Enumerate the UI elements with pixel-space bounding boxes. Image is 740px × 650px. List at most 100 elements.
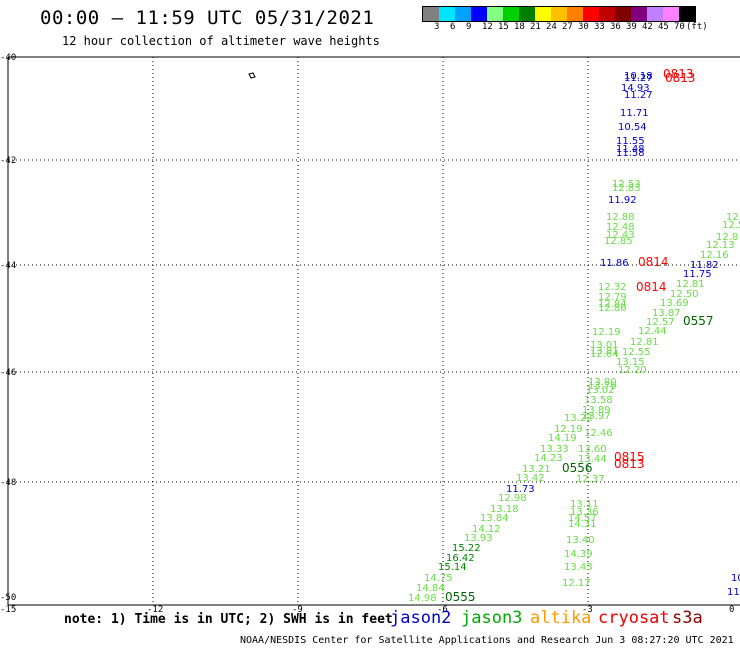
legend-swatch (487, 7, 503, 21)
swh-value: 12.13 (706, 240, 735, 251)
swh-value: 14.31 (568, 519, 597, 530)
swh-value: 11.27 (624, 90, 653, 101)
swh-value: 13.11 (570, 499, 599, 510)
latitude-label: -46 (0, 368, 16, 378)
pass-time-label: 0555 (445, 590, 476, 604)
longitude-label: -9 (292, 605, 303, 615)
swh-value: 12.53 (612, 179, 641, 190)
longitude-label: -3 (582, 605, 593, 615)
swh-value: 12.8 (716, 232, 738, 243)
pass-time-label: 0814 (636, 280, 667, 294)
swh-value: 14.39 (564, 549, 593, 560)
swh-value: 12.81 (630, 337, 659, 348)
swh-value: 10.54 (618, 122, 647, 133)
swh-value: 11.58 (616, 148, 645, 159)
swh-value: 11.92 (608, 195, 637, 206)
island-outline (248, 72, 256, 79)
swh-value: 13.93 (464, 533, 493, 544)
swh-value: 12.20 (618, 365, 647, 376)
swh-value: 13.21 (522, 464, 551, 475)
latitude-label: -42 (0, 156, 16, 166)
swh-value: 13.80 (588, 377, 617, 388)
swh-value: 12.50 (670, 289, 699, 300)
swh-value: 14.93 (621, 83, 650, 94)
legend-label: 42 (642, 22, 653, 32)
swh-value: 12.16 (700, 250, 729, 261)
swh-value: 13.87 (652, 308, 681, 319)
legend-swatch (663, 7, 679, 21)
legend-swatch (567, 7, 583, 21)
swh-value: 13.44 (578, 454, 607, 465)
legend-label: 9 (466, 22, 472, 32)
swh-value: 12.86 (598, 303, 627, 314)
swh-value: 11.55 (616, 136, 645, 147)
legend-label: (ft) (686, 22, 708, 32)
swh-value: 12.85 (604, 236, 633, 247)
pass-time-label: 0814 (638, 255, 669, 269)
latitude-label: -50 (0, 593, 16, 603)
swh-value: 12.32 (598, 282, 627, 293)
color-legend (422, 6, 696, 22)
longitude-label: -6 (437, 605, 448, 615)
longitude-label: 0 (729, 605, 734, 615)
swh-value: 13.01 (590, 340, 619, 351)
swh-value: 11.71 (620, 108, 649, 119)
map-title: 00:00 – 11:59 UTC 05/31/2021 (40, 7, 375, 29)
legend-label: 36 (610, 22, 621, 32)
swh-value: 13.89 (582, 405, 611, 416)
swh-value: 12.79 (598, 292, 627, 303)
swh-value: 12.64 (590, 349, 619, 360)
satellite-cryosat: cryosat (598, 608, 670, 628)
swh-value: 12.88 (606, 212, 635, 223)
swh-value: 14.57 (568, 513, 597, 524)
credit-line: NOAA/NESDIS Center for Satellite Applica… (240, 635, 734, 646)
legend-swatch (519, 7, 535, 21)
swh-value: 13.22 (564, 413, 593, 424)
legend-swatch (471, 7, 487, 21)
latitude-label: -48 (0, 478, 16, 488)
legend-label: 30 (578, 22, 589, 32)
swh-value: 12.55 (622, 347, 651, 358)
swh-value: 10 (731, 573, 740, 584)
legend-label: 45 (658, 22, 669, 32)
swh-value: 13.40 (566, 535, 595, 546)
longitude-label: -12 (147, 605, 163, 615)
swh-value: 13.18 (490, 504, 519, 515)
legend-swatch (615, 7, 631, 21)
legend-label: 39 (626, 22, 637, 32)
legend-swatch (503, 7, 519, 21)
swh-value: 12.1 (726, 212, 740, 223)
map-subtitle: 12 hour collection of altimeter wave hei… (62, 34, 380, 48)
legend-swatch (599, 7, 615, 21)
swh-value: 13.58 (584, 395, 613, 406)
swh-value: 13.33 (540, 444, 569, 455)
swh-value: 12.5 (722, 220, 740, 231)
legend-label: 6 (450, 22, 456, 32)
latitude-label: -44 (0, 261, 16, 271)
legend-label: 3 (434, 22, 440, 32)
swh-value: 12.83 (612, 183, 641, 194)
swh-value: 13.42 (516, 473, 545, 484)
swh-value: 11.75 (683, 269, 712, 280)
legend-label: 15 (498, 22, 509, 32)
legend-swatch (679, 7, 695, 21)
swh-value: 11.73 (506, 484, 535, 495)
swh-value: 12.81 (676, 279, 705, 290)
swh-value: 12.44 (638, 326, 667, 337)
swh-value: 10.18 (624, 71, 653, 82)
legend-swatch (583, 7, 599, 21)
swh-value: 11 (727, 587, 740, 598)
swh-value: 13.79 (588, 381, 617, 392)
legend-swatch (423, 7, 439, 21)
swh-value: 13.02 (586, 385, 615, 396)
legend-swatch (439, 7, 455, 21)
pass-time-label: 0556 (562, 461, 593, 475)
legend-label: 24 (546, 22, 557, 32)
swh-value: 11.86 (600, 258, 629, 269)
swh-value: 14.98 (408, 593, 437, 604)
legend-label: 12 (482, 22, 493, 32)
swh-value: 12.19 (592, 327, 621, 338)
legend-label: 33 (594, 22, 605, 32)
swh-value: 13.84 (480, 513, 509, 524)
